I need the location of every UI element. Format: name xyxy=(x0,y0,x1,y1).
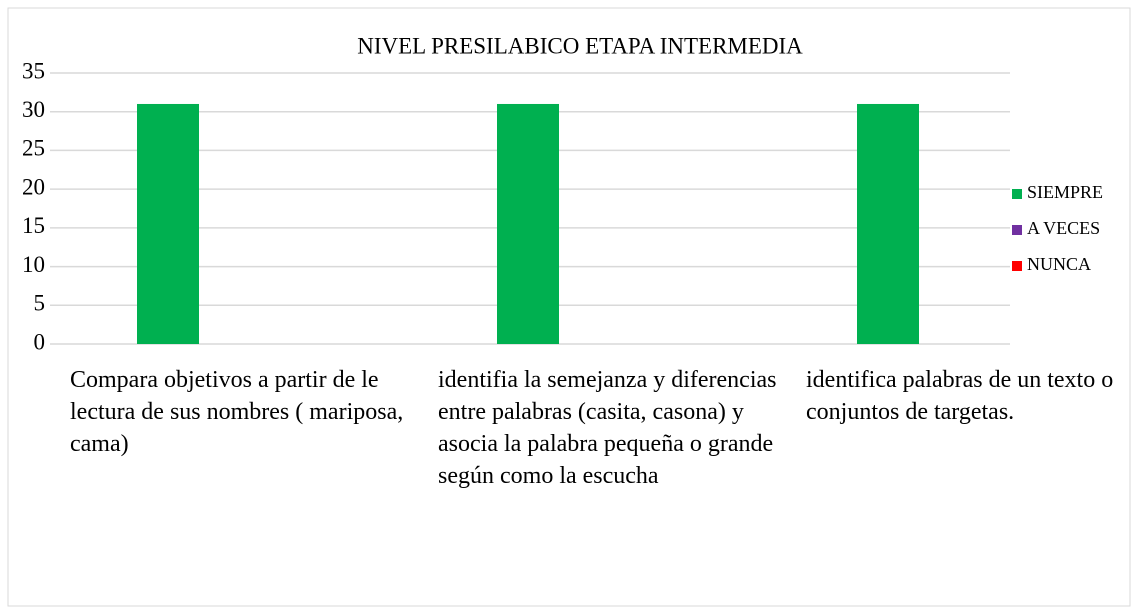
y-tick-label: 30 xyxy=(22,97,45,122)
y-tick-label: 25 xyxy=(22,136,45,161)
y-tick-label: 10 xyxy=(22,252,45,277)
x-tick-label: Compara objetivos a partir de le lectura… xyxy=(70,367,404,457)
legend-swatch xyxy=(1012,261,1022,271)
bar xyxy=(857,103,919,344)
legend-swatch xyxy=(1012,225,1022,235)
y-tick-label: 15 xyxy=(22,213,45,238)
y-tick-label: 5 xyxy=(34,291,46,316)
y-tick-label: 35 xyxy=(22,58,45,83)
legend-label: SIEMPRE xyxy=(1027,182,1103,202)
bar xyxy=(497,103,559,344)
y-tick-label: 0 xyxy=(34,329,46,354)
x-tick-label: identifica palabras de un texto o conjun… xyxy=(806,367,1114,425)
legend-label: A VECES xyxy=(1027,218,1100,238)
x-tick-label: identifia la semejanza y diferencias ent… xyxy=(438,367,777,489)
y-tick-label: 20 xyxy=(22,174,45,199)
chart-title: NIVEL PRESILABICO ETAPA INTERMEDIA xyxy=(357,33,803,58)
legend-label: NUNCA xyxy=(1027,254,1091,274)
bar xyxy=(137,103,199,344)
legend-swatch xyxy=(1012,189,1022,199)
